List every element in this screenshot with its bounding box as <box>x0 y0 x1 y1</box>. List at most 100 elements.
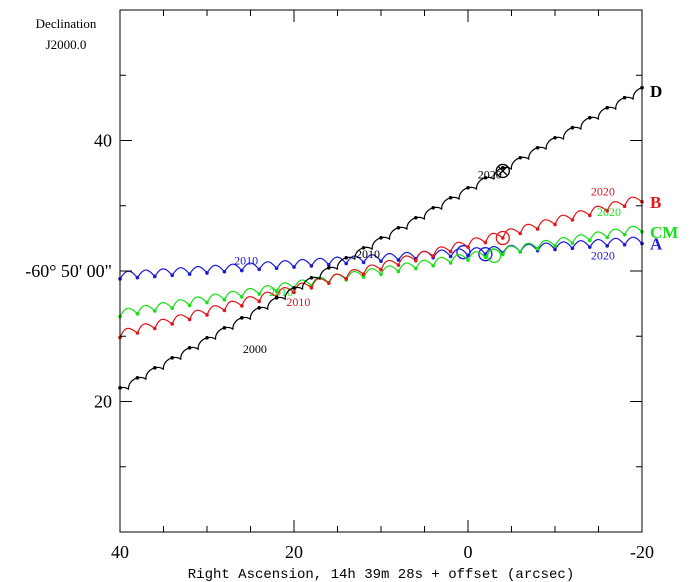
series-b-track <box>119 196 643 338</box>
series-cm-epoch-dot <box>222 297 227 302</box>
series-d-epoch-dot <box>588 115 592 120</box>
series-cm-epoch-dot <box>274 289 279 294</box>
series-d-name-label: D <box>650 82 662 101</box>
series-d-epoch-dot <box>622 95 627 100</box>
series-cm-epoch-dot <box>379 272 383 277</box>
series-d-epoch-dot <box>448 195 453 200</box>
series-cm-epoch-dot <box>501 252 505 257</box>
y-tick-label: -60° 50' 00" <box>25 261 112 281</box>
series-d-epoch-dot <box>570 125 575 130</box>
y-tick-label: 40 <box>94 131 112 151</box>
series-d-epoch-dot <box>553 135 557 140</box>
series-cm-epoch-dot <box>466 258 470 262</box>
series-cm-epoch-dot <box>396 269 401 274</box>
series-b-epoch-dot <box>396 263 401 267</box>
series-a-epoch-dot <box>327 262 331 267</box>
series-a-epoch-dot <box>622 242 627 247</box>
series-d-year-label: 2010 <box>356 247 380 261</box>
series-b-year-label: 2020 <box>591 184 615 198</box>
series-cm-epoch-dot <box>414 266 418 271</box>
series-d-epoch-dot <box>501 165 505 170</box>
x-axis-label: Right Ascension, 14h 39m 28s + offset (a… <box>188 567 574 582</box>
series-cm-epoch-dot <box>588 238 592 243</box>
series-a-name-label: A <box>650 235 663 254</box>
series-a-epoch-dot <box>448 254 453 259</box>
series-cm-year-label: 2020 <box>597 205 621 219</box>
series-a-epoch-dot <box>553 247 557 252</box>
series-b-epoch-dot <box>153 326 157 331</box>
series-cm-epoch-dot <box>187 303 192 308</box>
series-b-epoch-dot <box>135 331 140 335</box>
series-d-year-label: 2000 <box>243 342 267 356</box>
series-d-epoch-dot <box>153 366 157 370</box>
series-a-epoch-dot <box>379 259 383 264</box>
series-b-epoch-dot <box>170 322 174 326</box>
series-d-epoch-dot <box>431 205 436 210</box>
series-a-epoch-dot <box>344 261 349 266</box>
series-d-epoch-dot <box>170 356 174 360</box>
series-cm-epoch-dot <box>483 255 488 260</box>
series-d-epoch-dot <box>187 346 192 350</box>
series-a-epoch-dot <box>309 264 314 268</box>
series-d-year-label: 2020 <box>478 167 502 181</box>
series-d-epoch-dot <box>222 326 227 330</box>
series-d-epoch-dot <box>205 336 209 340</box>
series-cm-epoch-dot <box>205 300 209 305</box>
series-cm-epoch-dot <box>431 263 436 268</box>
series-b-epoch-dot <box>466 245 470 249</box>
series-d-epoch-dot <box>518 155 522 160</box>
series-a-epoch-dot <box>135 275 140 280</box>
series-a-epoch-dot <box>361 260 366 265</box>
series-b-epoch-dot <box>187 317 192 322</box>
series-a-crossing-circle <box>478 247 493 262</box>
series-cm-name-label: CM <box>650 223 678 242</box>
series-b-crossing-circle <box>495 230 510 246</box>
series-b-epoch-dot <box>570 218 575 222</box>
series-d-epoch-dot <box>274 296 279 300</box>
series-cm-epoch-dot <box>448 261 453 265</box>
series-d-epoch-dot <box>135 376 140 380</box>
series-d-epoch-dot <box>483 175 488 180</box>
series-cm-epoch-dot <box>518 249 522 254</box>
x-tick-label: 0 <box>464 542 473 562</box>
series-cm-epoch-dot <box>605 235 609 240</box>
series-cm-epoch-dot <box>153 309 157 313</box>
series-cm-epoch-dot <box>135 312 140 316</box>
series-a: 2010 2020 A <box>118 235 663 281</box>
series-b-epoch-dot <box>240 304 244 308</box>
series-d-epoch-dot <box>535 145 540 150</box>
axis-tick-marks <box>119 10 643 532</box>
series-a-epoch-dot <box>170 273 174 278</box>
series-a-epoch-dot <box>605 244 609 248</box>
series-b-epoch-dot <box>553 222 557 227</box>
series-b-epoch-dot <box>309 285 314 290</box>
series-d-epoch-dot <box>466 185 470 190</box>
ylabel-line-2: J2000.0 <box>46 37 87 52</box>
series-d-epoch-dot <box>240 316 244 320</box>
series-a-epoch-dot <box>205 271 209 275</box>
series-cm-epoch-dot <box>257 292 262 296</box>
series-d-epoch-dot <box>292 286 296 290</box>
series-cm: 2010 2020 CM <box>118 205 678 319</box>
series-d: 2000 2010 2020 D <box>118 82 662 390</box>
y-tick-label: 20 <box>94 392 112 412</box>
ylabel-line-1: Declination <box>36 16 97 31</box>
series-b-epoch-dot <box>257 299 262 304</box>
x-tick-label: 20 <box>285 542 303 562</box>
series-cm-epoch-dot <box>170 306 174 310</box>
series-d-epoch-dot <box>361 245 366 250</box>
series-a-year-label: 2010 <box>234 253 258 267</box>
series-cm-epoch-dot <box>361 275 366 279</box>
series-b-epoch-dot <box>327 281 331 286</box>
series-a-epoch-dot <box>257 267 262 272</box>
series-d-crossing-mark <box>498 166 508 176</box>
series-a-year-label: 2020 <box>591 248 615 262</box>
series-cm-epoch-dot <box>240 295 244 299</box>
series-b-year-label: 2010 <box>286 295 310 309</box>
series-a-epoch-dot <box>588 245 592 249</box>
series-d-epoch-dot <box>327 266 331 270</box>
series-d-epoch-dot <box>344 255 349 260</box>
series-b-epoch-dot <box>501 236 505 240</box>
series-d-epoch-dot <box>414 215 418 220</box>
